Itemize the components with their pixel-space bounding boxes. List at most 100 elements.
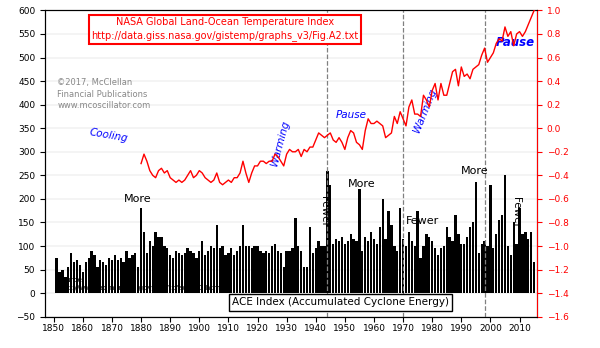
- Bar: [370, 232, 372, 293]
- Bar: [530, 232, 532, 293]
- Bar: [492, 248, 494, 293]
- Bar: [320, 246, 323, 293]
- Bar: [399, 208, 401, 293]
- Bar: [314, 248, 317, 293]
- Text: More: More: [348, 179, 376, 189]
- Bar: [178, 253, 180, 293]
- Bar: [410, 241, 413, 293]
- Bar: [201, 241, 203, 293]
- Bar: [274, 244, 276, 293]
- Bar: [419, 258, 422, 293]
- Text: ©2017, McClellan
Financial Publications
www.mcoscillator.com: ©2017, McClellan Financial Publications …: [58, 78, 151, 110]
- Bar: [469, 227, 471, 293]
- Bar: [73, 262, 75, 293]
- Bar: [152, 246, 154, 293]
- Bar: [509, 255, 512, 293]
- Bar: [157, 237, 160, 293]
- Bar: [256, 246, 259, 293]
- Bar: [259, 251, 262, 293]
- Bar: [193, 253, 194, 293]
- Bar: [163, 246, 166, 293]
- Bar: [149, 241, 151, 293]
- Bar: [405, 246, 407, 293]
- Bar: [344, 244, 346, 293]
- Bar: [512, 222, 515, 293]
- Bar: [393, 246, 395, 293]
- Bar: [326, 171, 329, 293]
- Bar: [70, 253, 73, 293]
- Bar: [355, 241, 358, 293]
- Bar: [212, 248, 215, 293]
- Bar: [169, 255, 172, 293]
- Bar: [428, 237, 430, 293]
- Bar: [294, 218, 296, 293]
- Bar: [119, 258, 122, 293]
- Bar: [297, 246, 299, 293]
- Bar: [184, 253, 186, 293]
- Bar: [413, 246, 416, 293]
- Bar: [367, 241, 370, 293]
- Bar: [198, 251, 200, 293]
- Bar: [361, 251, 364, 293]
- Bar: [105, 265, 107, 293]
- Bar: [207, 251, 209, 293]
- Bar: [463, 244, 466, 293]
- Bar: [521, 234, 524, 293]
- Bar: [382, 199, 384, 293]
- Bar: [352, 239, 355, 293]
- Text: Pause: Pause: [496, 36, 535, 49]
- Bar: [204, 255, 206, 293]
- Bar: [210, 246, 212, 293]
- Bar: [140, 208, 142, 293]
- Bar: [114, 255, 116, 293]
- Bar: [300, 251, 302, 293]
- Bar: [311, 253, 314, 293]
- Bar: [236, 251, 238, 293]
- Bar: [332, 244, 334, 293]
- Bar: [533, 262, 535, 293]
- Bar: [137, 267, 139, 293]
- Bar: [96, 267, 98, 293]
- Bar: [466, 237, 468, 293]
- Bar: [329, 185, 331, 293]
- Bar: [289, 251, 291, 293]
- Bar: [242, 225, 244, 293]
- Bar: [350, 234, 352, 293]
- Bar: [408, 232, 410, 293]
- Text: Source:
http://www.aoml.noaa.gov/hrd/tcfaq/E11.html: Source: http://www.aoml.noaa.gov/hrd/tcf…: [58, 277, 223, 291]
- Bar: [146, 253, 148, 293]
- Bar: [317, 241, 320, 293]
- Bar: [335, 239, 337, 293]
- Text: NASA Global Land-Ocean Temperature Index
http://data.giss.nasa.gov/gistemp/graph: NASA Global Land-Ocean Temperature Index…: [91, 17, 358, 41]
- Text: Fewer: Fewer: [319, 196, 329, 227]
- Bar: [501, 215, 503, 293]
- Bar: [498, 220, 500, 293]
- Text: Fewer: Fewer: [511, 197, 521, 228]
- Bar: [224, 255, 227, 293]
- Bar: [102, 262, 104, 293]
- Bar: [251, 248, 253, 293]
- Bar: [443, 246, 445, 293]
- Bar: [358, 189, 361, 293]
- Bar: [507, 246, 509, 293]
- Bar: [385, 239, 387, 293]
- Text: More: More: [124, 193, 151, 204]
- Bar: [253, 246, 256, 293]
- Bar: [82, 272, 84, 293]
- Bar: [460, 244, 463, 293]
- Bar: [364, 237, 367, 293]
- Text: Pause: Pause: [336, 110, 367, 120]
- Bar: [454, 215, 457, 293]
- Bar: [434, 248, 436, 293]
- Bar: [425, 234, 428, 293]
- Text: Warming: Warming: [269, 119, 291, 167]
- Bar: [379, 227, 381, 293]
- Bar: [227, 253, 230, 293]
- Bar: [262, 253, 265, 293]
- Bar: [131, 255, 134, 293]
- Bar: [495, 234, 497, 293]
- Bar: [64, 277, 67, 293]
- Bar: [341, 237, 343, 293]
- Bar: [347, 241, 349, 293]
- Bar: [111, 260, 113, 293]
